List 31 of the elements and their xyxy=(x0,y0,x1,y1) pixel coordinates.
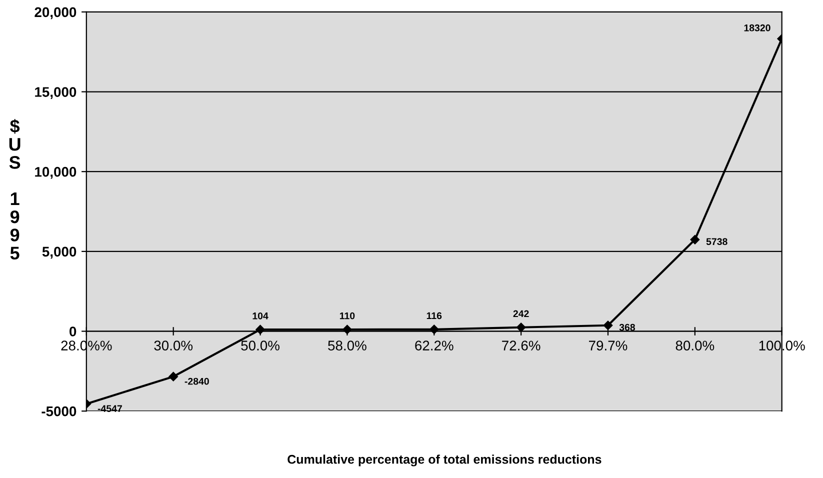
y-tick-label: -5000 xyxy=(42,406,76,416)
x-tick-label: 62.2% xyxy=(415,340,454,350)
x-axis-title: Cumulative percentage of total emissions reductions xyxy=(288,454,602,466)
text: $US 1995 xyxy=(9,118,20,260)
y-tick-label: 10,000 xyxy=(35,166,76,179)
data-label: 5738 xyxy=(706,238,728,246)
point xyxy=(516,322,526,332)
point xyxy=(690,235,700,244)
data-label: -4547 xyxy=(98,405,122,412)
y-tick-label: 0 xyxy=(70,326,76,336)
data-label: 110 xyxy=(340,312,355,320)
point xyxy=(256,324,265,334)
point xyxy=(603,320,613,330)
point xyxy=(430,324,439,334)
data-label: 104 xyxy=(252,312,268,320)
y-tick-label: 20,000 xyxy=(34,7,76,20)
data-label: 242 xyxy=(513,310,529,318)
data-label: 368 xyxy=(619,324,636,331)
y-tick-label: 5,000 xyxy=(42,246,76,259)
x-tick-label: 72.6% xyxy=(502,340,540,350)
x-tick-label: 58.0% xyxy=(328,340,366,350)
data-label: 18320 xyxy=(744,24,770,32)
point xyxy=(342,324,352,334)
y-tick-label: 15,000 xyxy=(35,87,76,99)
data-label: 116 xyxy=(426,312,442,320)
data-label: -2840 xyxy=(184,378,209,385)
x-tick-label: 80.0% xyxy=(676,340,714,350)
x-tick-label: 50.0% xyxy=(241,340,280,350)
x-tick-label: 79.7% xyxy=(589,340,628,350)
point xyxy=(168,372,178,382)
x-tick-label: 30.0% xyxy=(154,340,193,350)
